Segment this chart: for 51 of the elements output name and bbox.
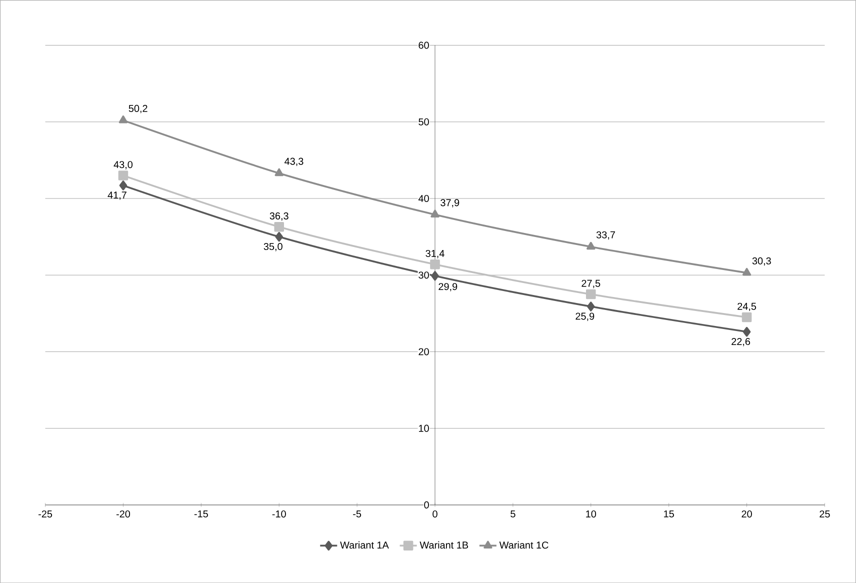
- legend-label: Wariant 1A: [340, 541, 389, 549]
- point: [586, 302, 595, 312]
- y-tick-label: 50: [418, 118, 429, 126]
- point: [118, 115, 128, 124]
- data-label: 22,6: [732, 338, 750, 346]
- y-tick-label: 20: [418, 348, 429, 356]
- legend-label: Wariant 1B: [420, 541, 468, 549]
- x-tick-label: 5: [510, 510, 516, 518]
- point: [274, 168, 284, 176]
- x-tick-label: 15: [664, 510, 674, 518]
- point: [275, 232, 284, 242]
- x-tick-label: -5: [353, 510, 362, 518]
- x-tick-label: -25: [38, 510, 52, 518]
- y-tick-label: 0: [424, 501, 429, 508]
- data-label: 35,0: [264, 242, 282, 252]
- x-tick-label: 10: [586, 510, 596, 518]
- x-tick-label: 25: [820, 510, 830, 518]
- point: [119, 180, 128, 190]
- data-label: 30,3: [752, 257, 771, 266]
- point: [431, 270, 439, 281]
- point: [742, 268, 752, 276]
- point: [742, 326, 751, 337]
- y-tick-label: 40: [418, 194, 429, 202]
- y-tick-label: 10: [418, 424, 429, 432]
- point: [586, 242, 596, 250]
- data-label: 36,3: [270, 212, 288, 221]
- data-label: 33,7: [596, 231, 615, 240]
- data-label: 43,0: [114, 161, 133, 170]
- data-label: 50,2: [128, 104, 148, 114]
- point: [430, 210, 440, 218]
- point: [274, 222, 284, 232]
- x-tick-label: 0: [432, 510, 438, 518]
- data-label: 37,9: [440, 199, 460, 208]
- y-tick-label: 30: [418, 271, 429, 279]
- data-label: 29,9: [438, 282, 458, 292]
- x-tick-label: -20: [116, 510, 130, 518]
- x-tick-label: -15: [194, 510, 208, 518]
- x-tick-label: 20: [742, 510, 752, 518]
- data-label: 25,9: [576, 312, 594, 321]
- data-label: 41,7: [108, 192, 126, 200]
- y-tick-label: 60: [418, 42, 429, 49]
- point: [430, 259, 440, 270]
- data-label: 24,5: [738, 302, 756, 311]
- x-tick-label: -10: [272, 510, 286, 518]
- data-label: 27,5: [582, 280, 600, 288]
- legend-label: Wariant 1C: [499, 541, 548, 549]
- data-label: 43,3: [284, 158, 304, 166]
- point: [118, 170, 128, 180]
- point: [742, 312, 752, 322]
- point: [586, 289, 596, 300]
- data-label: 31,4: [426, 250, 444, 258]
